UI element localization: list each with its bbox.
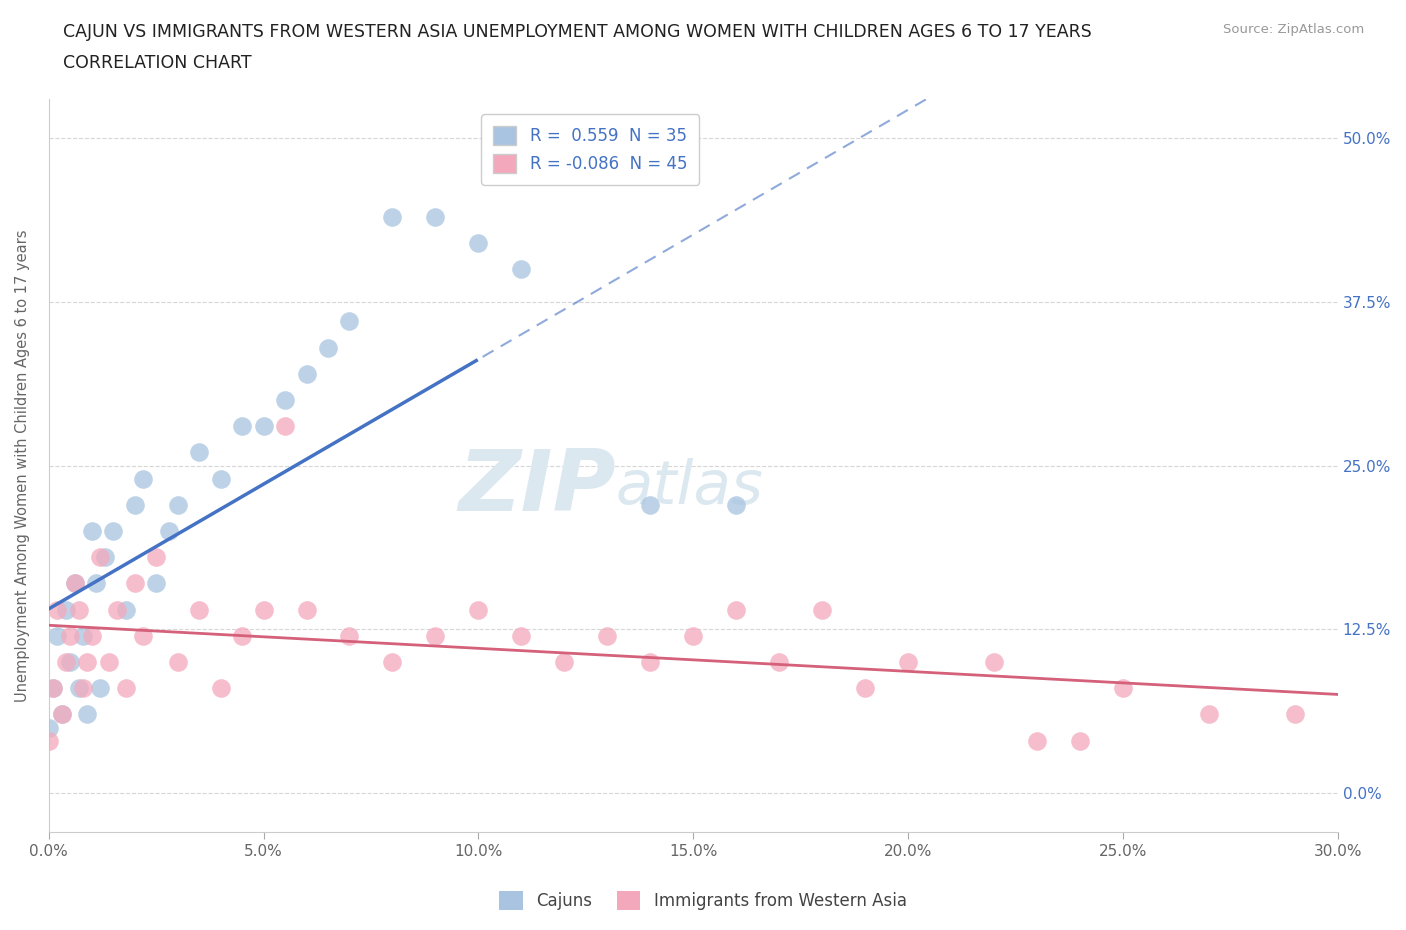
Point (76, 707, 98, 722)
Point (166, 655, 188, 670)
Point (897, 655, 920, 670)
Point (295, 603, 318, 618)
Point (38, 720, 60, 735)
Point (209, 472, 232, 486)
Point (46, 603, 69, 618)
Point (145, 576, 167, 591)
Point (80, 524, 103, 538)
Text: Source: ZipAtlas.com: Source: ZipAtlas.com (1223, 23, 1364, 36)
Point (553, 655, 575, 670)
Point (467, 235, 489, 250)
Point (132, 629, 155, 644)
Point (725, 498, 748, 512)
Point (1284, 707, 1306, 722)
Point (231, 418, 253, 433)
Point (76, 655, 98, 670)
Point (252, 418, 274, 433)
Point (638, 655, 661, 670)
Point (1112, 681, 1135, 696)
Text: CAJUN VS IMMIGRANTS FROM WESTERN ASIA UNEMPLOYMENT AMONG WOMEN WITH CHILDREN AGE: CAJUN VS IMMIGRANTS FROM WESTERN ASIA UN… (63, 23, 1092, 41)
Point (510, 629, 533, 644)
Point (115, 681, 138, 696)
Legend: Cajuns, Immigrants from Western Asia: Cajuns, Immigrants from Western Asia (492, 884, 914, 917)
Point (157, 524, 180, 538)
Point (510, 261, 533, 276)
Point (89, 550, 111, 565)
Point (274, 392, 297, 407)
Legend: R =  0.559  N = 35, R = -0.086  N = 45: R = 0.559 N = 35, R = -0.086 N = 45 (481, 114, 699, 184)
Point (209, 681, 232, 696)
Point (55, 603, 77, 618)
Point (1025, 733, 1047, 748)
Point (97, 655, 120, 670)
Point (339, 629, 361, 644)
Point (59, 655, 82, 670)
Text: atlas: atlas (616, 458, 763, 517)
Point (381, 655, 404, 670)
Point (983, 655, 1005, 670)
Point (811, 603, 834, 618)
Point (316, 340, 339, 355)
Point (124, 498, 146, 512)
Text: ZIP: ZIP (458, 446, 616, 529)
Point (51, 707, 73, 722)
Point (72, 629, 94, 644)
Point (188, 445, 211, 460)
Point (725, 603, 748, 618)
Point (425, 209, 447, 224)
Point (124, 576, 146, 591)
Point (1069, 733, 1091, 748)
Point (107, 603, 129, 618)
Point (59, 629, 82, 644)
Point (425, 629, 447, 644)
Point (682, 629, 704, 644)
Point (42, 681, 65, 696)
Point (63, 576, 86, 591)
Point (67, 681, 90, 696)
Point (84, 576, 107, 591)
Point (295, 366, 318, 381)
Y-axis label: Unemployment Among Women with Children Ages 6 to 17 years: Unemployment Among Women with Children A… (15, 230, 30, 702)
Point (145, 550, 167, 565)
Text: CORRELATION CHART: CORRELATION CHART (63, 54, 252, 72)
Point (67, 603, 90, 618)
Point (63, 576, 86, 591)
Point (188, 603, 211, 618)
Point (51, 707, 73, 722)
Point (638, 498, 661, 512)
Point (339, 314, 361, 329)
Point (381, 209, 404, 224)
Point (467, 603, 489, 618)
Point (768, 655, 790, 670)
Point (596, 629, 619, 644)
Point (89, 681, 111, 696)
Point (132, 472, 155, 486)
Point (55, 655, 77, 670)
Point (853, 681, 876, 696)
Point (46, 629, 69, 644)
Point (231, 629, 253, 644)
Point (103, 524, 125, 538)
Point (252, 603, 274, 618)
Point (42, 681, 65, 696)
Point (72, 681, 94, 696)
Point (1198, 707, 1220, 722)
Point (93, 550, 115, 565)
Point (38, 733, 60, 748)
Point (80, 629, 103, 644)
Point (166, 498, 188, 512)
Point (274, 418, 297, 433)
Point (115, 603, 138, 618)
